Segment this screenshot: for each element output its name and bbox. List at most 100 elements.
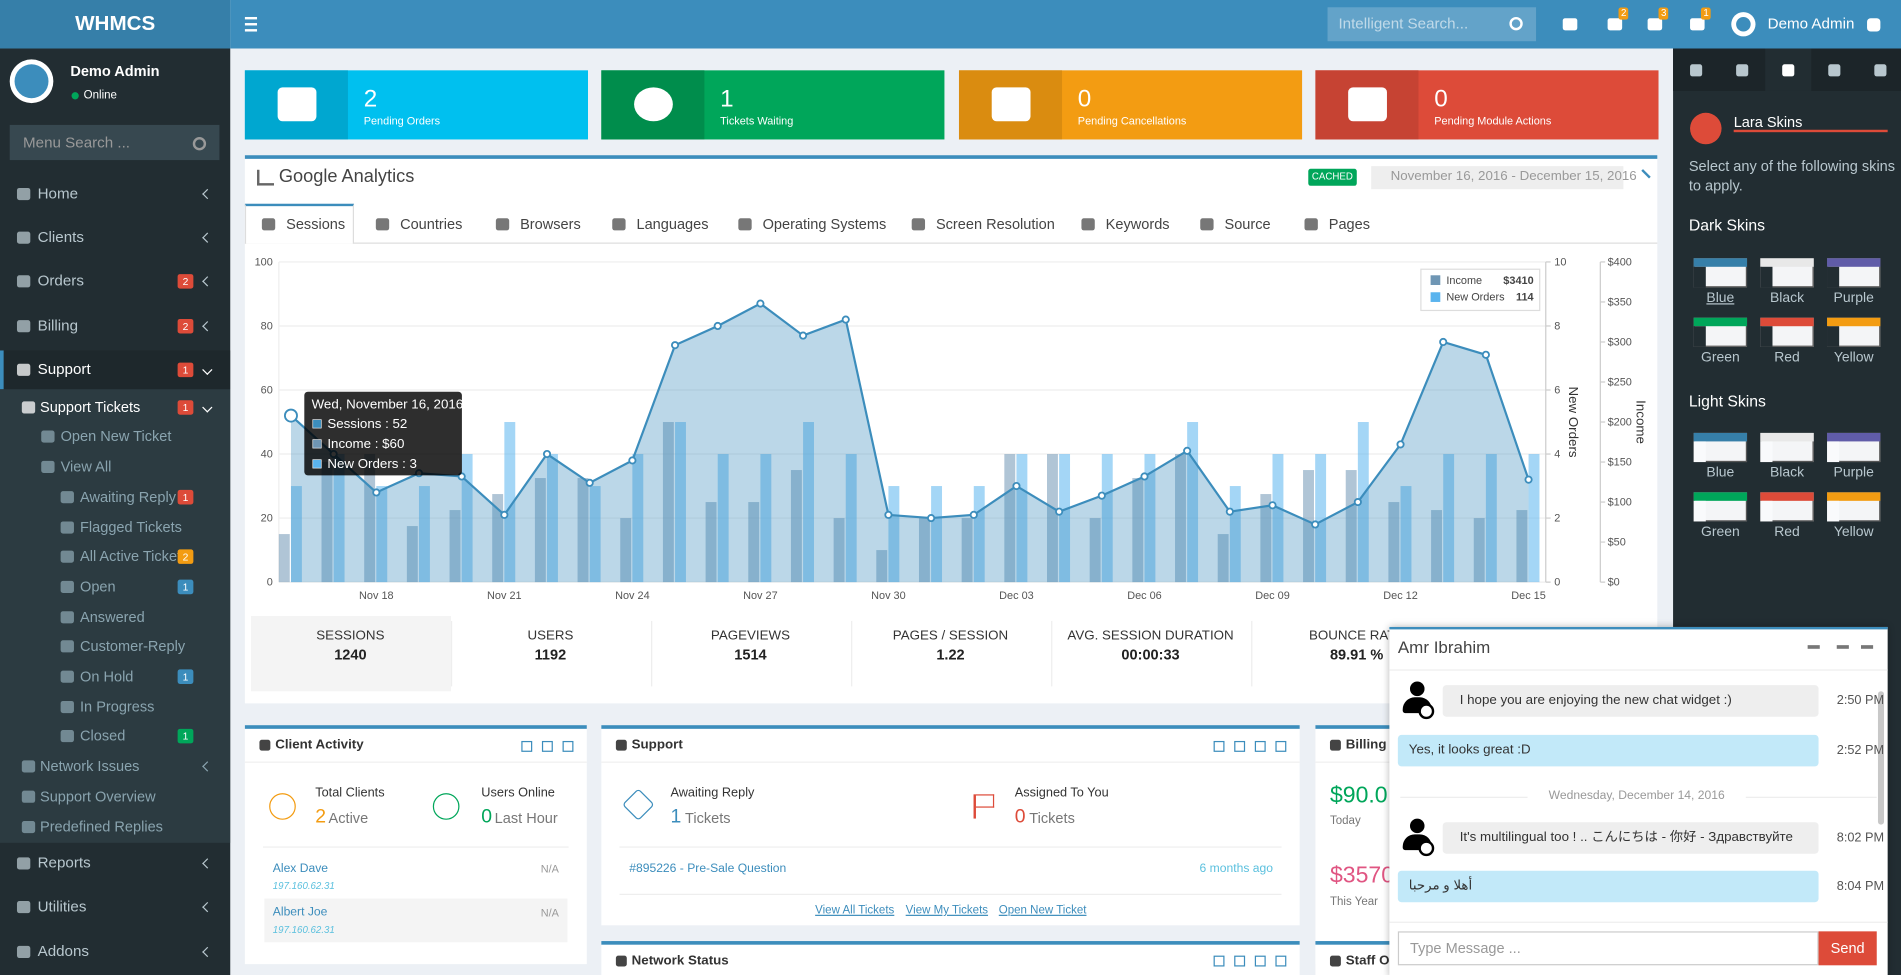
skin-name[interactable]: Green — [1700, 525, 1740, 540]
menu-item[interactable]: On Hold — [80, 667, 134, 685]
menu-item[interactable]: View All — [60, 458, 112, 476]
control-tab[interactable] — [1736, 64, 1749, 77]
panel-tool[interactable] — [1213, 955, 1225, 967]
settings-icon[interactable] — [1867, 18, 1881, 32]
search-box[interactable] — [1327, 7, 1537, 42]
top-icon[interactable] — [1647, 18, 1663, 31]
menu-toggle[interactable] — [244, 16, 258, 20]
support-link[interactable]: View My Tickets — [905, 903, 989, 918]
skin-name[interactable]: Purple — [1833, 465, 1874, 481]
support-link[interactable]: Open New Ticket — [998, 903, 1087, 918]
menu-item[interactable]: Customer-Reply — [80, 637, 186, 655]
panel-tool[interactable] — [541, 740, 553, 752]
y2-tick-label: 0 — [1554, 577, 1560, 589]
control-tab[interactable] — [1690, 64, 1703, 77]
chat-tool[interactable] — [1836, 645, 1849, 649]
chat-input[interactable] — [1397, 931, 1819, 966]
ticket-link[interactable]: #895226 - Pre-Sale Question — [629, 862, 787, 876]
skin-name[interactable]: Red — [1774, 525, 1800, 540]
menu-item[interactable]: Awaiting Reply — [80, 488, 176, 506]
menu-item[interactable]: Support — [37, 360, 91, 378]
tab-icon — [375, 218, 390, 231]
top-icon[interactable] — [1562, 18, 1578, 31]
panel-tool[interactable] — [562, 740, 574, 752]
menu-item[interactable]: Closed — [80, 727, 126, 745]
menu-item[interactable]: Network Issues — [40, 757, 140, 775]
skin-name[interactable]: Yellow — [1833, 525, 1874, 540]
bar — [973, 486, 985, 583]
area — [290, 303, 1529, 583]
menu-search[interactable] — [9, 124, 220, 161]
menu-item[interactable]: Clients — [37, 228, 84, 246]
legend-total: 114 — [1516, 292, 1534, 304]
menu-item[interactable]: Open — [80, 578, 116, 596]
client-name[interactable]: Alex Dave — [272, 862, 329, 876]
skin-name[interactable]: Red — [1774, 350, 1800, 366]
chat-send[interactable] — [1818, 931, 1877, 966]
tooltip-swatch — [312, 439, 322, 449]
tab[interactable]: Operating Systems — [762, 215, 887, 233]
skins-underline — [1733, 129, 1888, 133]
tab[interactable]: Browsers — [520, 215, 581, 233]
billing-year: $3570 — [1329, 862, 1395, 889]
top-icon[interactable] — [1690, 18, 1705, 31]
tab[interactable]: Countries — [400, 215, 463, 233]
control-tab[interactable] — [1782, 64, 1795, 77]
panel-tool[interactable] — [1234, 955, 1246, 967]
chat-send-label[interactable]: Send — [1830, 939, 1865, 957]
chat-tool[interactable] — [1807, 645, 1820, 649]
bar — [833, 518, 845, 583]
menu-item[interactable]: Reports — [37, 854, 91, 872]
panel-header-line — [601, 761, 1300, 763]
skin-name[interactable]: Blue — [1706, 291, 1735, 306]
skin-name[interactable]: Blue — [1706, 465, 1735, 481]
panel-tool[interactable] — [521, 740, 533, 752]
skin-name[interactable]: Yellow — [1833, 350, 1874, 366]
menu-item[interactable]: Support Overview — [40, 788, 156, 805]
tab[interactable]: Languages — [636, 215, 709, 233]
menu-item[interactable]: Utilities — [37, 898, 87, 915]
menu-item[interactable]: In Progress — [80, 698, 155, 716]
menu-item[interactable]: Orders — [37, 272, 84, 290]
panel-tool[interactable] — [1254, 740, 1266, 752]
menu-item[interactable]: Support Tickets — [40, 398, 141, 416]
tab[interactable]: Screen Resolution — [935, 215, 1055, 233]
menu-item[interactable]: Addons — [37, 942, 89, 960]
top-icon[interactable] — [1607, 18, 1623, 31]
menu-item[interactable]: Predefined Replies — [40, 818, 163, 836]
menu-item[interactable]: Answered — [80, 608, 145, 626]
menu-badge: 1 — [177, 669, 194, 684]
tab[interactable]: Sessions — [286, 215, 346, 233]
tooltip-title: Wed, November 16, 2016 — [312, 397, 464, 412]
skin-name[interactable]: Green — [1700, 350, 1740, 366]
menu-item[interactable]: Open New Ticket — [60, 427, 172, 445]
menu-toggle[interactable] — [244, 29, 258, 32]
stat-icon — [277, 87, 317, 122]
panel-tool[interactable] — [1275, 955, 1287, 967]
menu-item[interactable]: Flagged Tickets — [80, 518, 182, 536]
tab[interactable]: Source — [1224, 215, 1271, 233]
menu-item[interactable]: All Active Tickets — [80, 547, 189, 565]
support-link[interactable]: View All Tickets — [815, 903, 895, 918]
user-name[interactable]: Demo Admin — [1767, 15, 1855, 33]
panel-tool[interactable] — [1254, 955, 1266, 967]
skin-name[interactable]: Purple — [1833, 291, 1874, 306]
menu-item[interactable]: Home — [37, 184, 79, 202]
y3-tick-label: $50 — [1608, 537, 1626, 549]
menu-toggle[interactable] — [244, 23, 258, 26]
control-tab[interactable] — [1874, 64, 1887, 77]
skin-name[interactable]: Black — [1769, 291, 1805, 306]
tab[interactable]: Keywords — [1105, 215, 1170, 233]
client-name[interactable]: Albert Joe — [272, 905, 328, 920]
tab[interactable]: Pages — [1328, 215, 1371, 233]
skin-name[interactable]: Black — [1769, 465, 1805, 481]
panel-tool[interactable] — [1234, 740, 1246, 752]
control-tab[interactable] — [1828, 64, 1841, 77]
panel-tool[interactable] — [1213, 740, 1225, 752]
menu-item[interactable]: Billing — [37, 317, 79, 335]
legend-total: $3410 — [1503, 275, 1533, 287]
chat-tool[interactable] — [1860, 645, 1874, 649]
analytics-chart: 0 20 40 60 80 100 0 2 4 6 8 10 $0 $50 $100 $150 $200 $250… — [255, 257, 1649, 602]
point — [969, 510, 978, 519]
panel-tool[interactable] — [1275, 740, 1287, 752]
